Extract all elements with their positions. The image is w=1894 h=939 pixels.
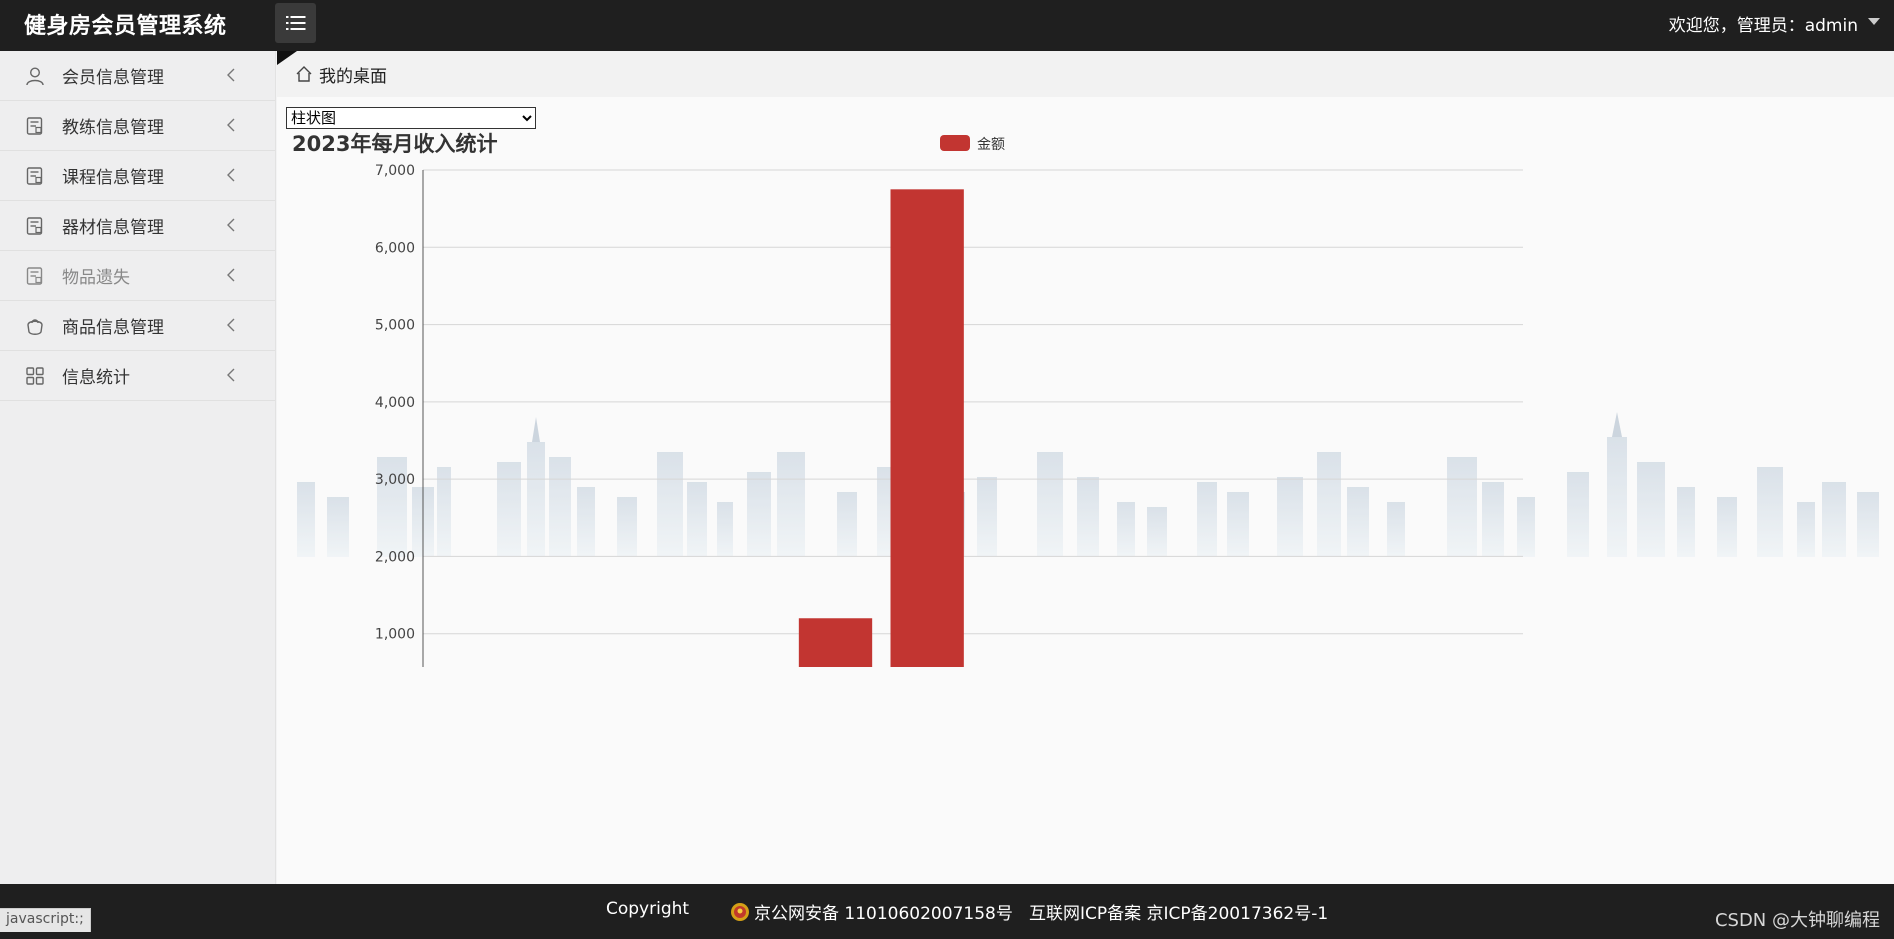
- list-menu-icon: [285, 16, 305, 30]
- chevron-left-icon: [227, 168, 235, 182]
- chevron-left-icon: [227, 118, 235, 132]
- grid-icon: [24, 365, 46, 387]
- sidebar-item-member[interactable]: 会员信息管理: [0, 51, 275, 101]
- sidebar-item-label: 课程信息管理: [62, 168, 164, 188]
- legend-swatch[interactable]: [940, 135, 970, 151]
- sidebar-item-coach[interactable]: 教练信息管理: [0, 101, 275, 151]
- sidebar-item-label: 会员信息管理: [62, 68, 164, 88]
- y-tick-label: 6,000: [375, 240, 415, 256]
- document-icon: [24, 165, 46, 187]
- chart-type-select[interactable]: 柱状图: [286, 107, 536, 129]
- sidebar-item-label: 信息统计: [62, 368, 130, 388]
- footer: Copyright 京公网安备 11010602007158号 互联网ICP备案…: [0, 884, 1894, 939]
- y-tick-label: 3,000: [375, 472, 415, 488]
- sidebar-item-goods[interactable]: 商品信息管理: [0, 301, 275, 351]
- csdn-watermark: CSDN @大钟聊编程: [1714, 910, 1880, 931]
- sidebar-item-equipment[interactable]: 器材信息管理: [0, 201, 275, 251]
- sidebar-item-label: 器材信息管理: [62, 218, 164, 238]
- sidebar-item-label: 物品遗失: [62, 268, 130, 288]
- chevron-left-icon: [227, 268, 235, 282]
- breadcrumb: 我的桌面: [277, 51, 1894, 97]
- sidebar-item-course[interactable]: 课程信息管理: [0, 151, 275, 201]
- footer-police-text[interactable]: 京公网安备 11010602007158号: [754, 904, 1013, 924]
- footer-police-record[interactable]: 京公网安备 11010602007158号: [729, 899, 1013, 924]
- menu-toggle-button[interactable]: [275, 3, 316, 43]
- welcome-text: 欢迎您，管理员：admin: [1668, 16, 1858, 36]
- document-icon: [24, 265, 46, 287]
- sidebar: 会员信息管理 教练信息管理 课程信息管理 器材信息管理 物品遗失 商品信息管理: [0, 51, 276, 884]
- main-content: 柱状图 2023年每月收入统计 金额 01,0002,0003,0004,000…: [277, 97, 1894, 884]
- y-tick-label: 4,000: [375, 395, 415, 411]
- document-icon: [24, 115, 46, 137]
- chevron-left-icon: [227, 218, 235, 232]
- chevron-left-icon: [227, 318, 235, 332]
- police-badge-icon: [731, 902, 749, 921]
- bar-六月[interactable]: [890, 189, 964, 667]
- sidebar-item-label: 教练信息管理: [62, 118, 164, 138]
- chart-title: 2023年每月收入统计: [292, 132, 497, 156]
- home-icon[interactable]: [295, 65, 313, 83]
- caret-down-icon: [1868, 18, 1880, 25]
- shopping-icon: [24, 315, 46, 337]
- bar-五月[interactable]: [798, 618, 873, 667]
- chevron-left-icon: [227, 68, 235, 82]
- sidebar-item-lost-items[interactable]: 物品遗失: [0, 251, 275, 301]
- footer-icp-link[interactable]: 互联网ICP备案 京ICP备20017362号-1: [1029, 904, 1329, 924]
- app-title: 健身房会员管理系统: [24, 14, 227, 39]
- chevron-left-icon: [227, 368, 235, 382]
- breadcrumb-desktop-link[interactable]: 我的桌面: [319, 66, 387, 87]
- sidebar-item-label: 商品信息管理: [62, 318, 164, 338]
- user-icon: [24, 65, 46, 87]
- monthly-income-bar-chart: 2023年每月收入统计 金额 01,0002,0003,0004,0005,00…: [292, 132, 1523, 667]
- legend-label[interactable]: 金额: [977, 137, 1005, 153]
- top-header: 健身房会员管理系统 欢迎您，管理员：admin: [0, 0, 1894, 51]
- corner-triangle: [277, 51, 297, 65]
- document-icon: [24, 215, 46, 237]
- y-tick-label: 5,000: [375, 318, 415, 334]
- user-menu[interactable]: 欢迎您，管理员：admin: [1669, 11, 1880, 36]
- city-skyline-background: [297, 412, 1879, 557]
- footer-copyright: Copyright: [606, 899, 690, 919]
- y-tick-label: 1,000: [375, 627, 415, 643]
- y-tick-label: 7,000: [375, 163, 415, 179]
- link-status-tooltip: javascript:;: [0, 908, 91, 932]
- y-tick-label: 2,000: [375, 549, 415, 565]
- sidebar-item-statistics[interactable]: 信息统计: [0, 351, 275, 401]
